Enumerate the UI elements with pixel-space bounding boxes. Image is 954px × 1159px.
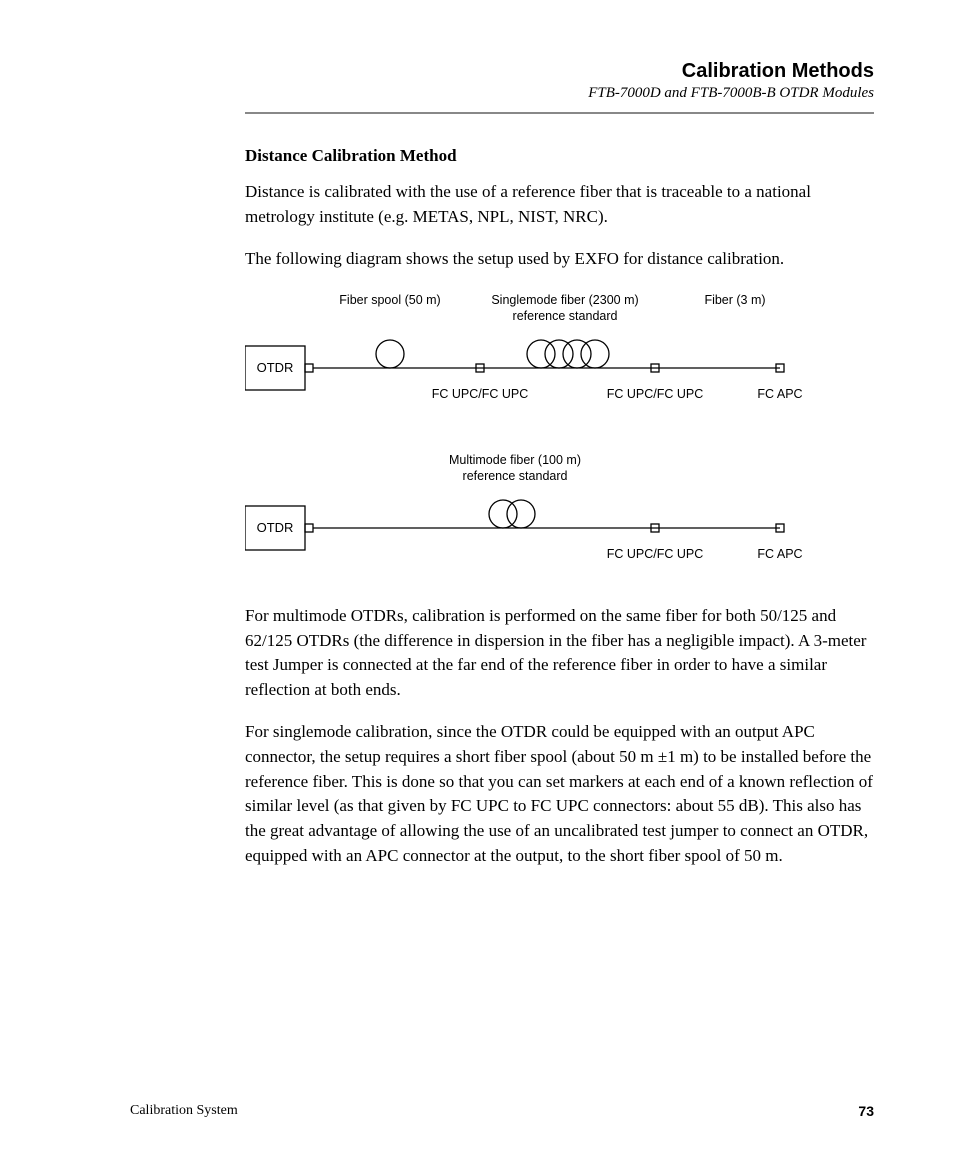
paragraph-4: For singlemode calibration, since the OT… <box>245 720 874 868</box>
coil-4-icon <box>581 340 609 368</box>
coil-2-icon <box>545 340 573 368</box>
footer-doc-title: Calibration System <box>130 1103 238 1119</box>
label-sm-fiber-l1: Singlemode fiber (2300 m) <box>491 293 638 307</box>
label-conn-2: FC APC <box>757 547 802 561</box>
page-header: Calibration Methods FTB-7000D and FTB-70… <box>245 60 874 102</box>
label-conn-1: FC UPC/FC UPC <box>607 547 704 561</box>
header-subtitle: FTB-7000D and FTB-7000B-B OTDR Modules <box>245 85 874 102</box>
label-mm-fiber-l1: Multimode fiber (100 m) <box>449 453 581 467</box>
label-conn-3: FC APC <box>757 387 802 401</box>
header-rule <box>245 112 874 114</box>
paragraph-3: For multimode OTDRs, calibration is perf… <box>245 604 874 703</box>
paragraph-2: The following diagram shows the setup us… <box>245 247 874 272</box>
otdr-label: OTDR <box>257 360 294 375</box>
coil-1-icon <box>527 340 555 368</box>
diagram-singlemode: Fiber spool (50 m) Singlemode fiber (230… <box>245 290 874 420</box>
label-sm-fiber-l2: reference standard <box>513 309 618 323</box>
page-footer: Calibration System 73 <box>130 1103 874 1119</box>
coil-1-icon <box>489 500 517 528</box>
label-fiber-spool: Fiber spool (50 m) <box>339 293 440 307</box>
diagram-multimode: Multimode fiber (100 m) reference standa… <box>245 450 874 580</box>
otdr-port-icon <box>305 524 313 532</box>
header-title: Calibration Methods <box>245 60 874 83</box>
otdr-port-icon <box>305 364 313 372</box>
coil-3-icon <box>563 340 591 368</box>
spool-icon <box>376 340 404 368</box>
label-fiber-3m: Fiber (3 m) <box>704 293 765 307</box>
label-conn-2: FC UPC/FC UPC <box>607 387 704 401</box>
section-heading: Distance Calibration Method <box>245 146 874 166</box>
content-area: Distance Calibration Method Distance is … <box>245 146 874 868</box>
footer-page-number: 73 <box>858 1103 874 1119</box>
otdr-label: OTDR <box>257 520 294 535</box>
label-conn-1: FC UPC/FC UPC <box>432 387 529 401</box>
paragraph-1: Distance is calibrated with the use of a… <box>245 180 874 229</box>
coil-2-icon <box>507 500 535 528</box>
label-mm-fiber-l2: reference standard <box>463 469 568 483</box>
